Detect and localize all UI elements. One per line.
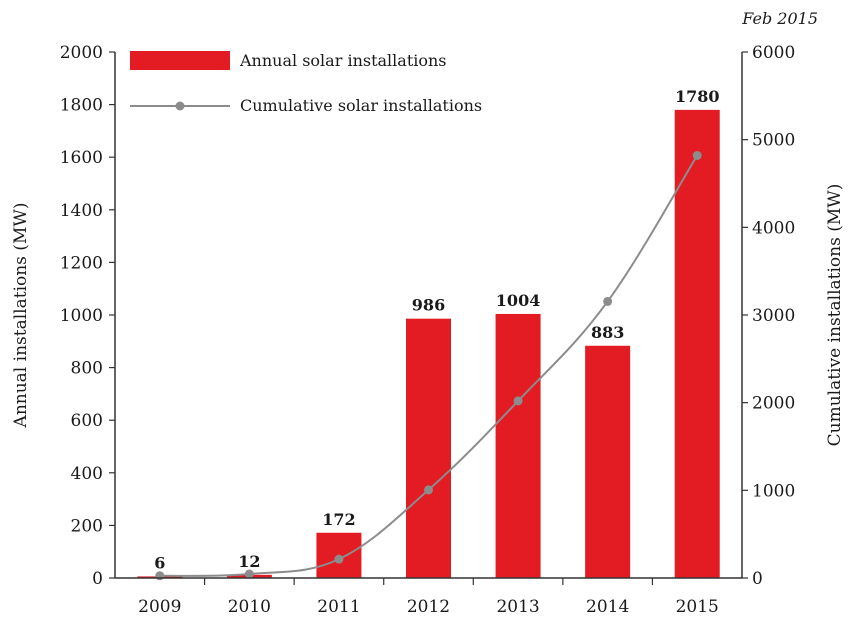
bar-value-label: 1780 xyxy=(675,87,720,106)
bar-value-label: 1004 xyxy=(496,291,541,310)
line-point xyxy=(155,571,165,581)
bar xyxy=(495,313,541,578)
right-tick-label: 2000 xyxy=(752,394,795,414)
x-tick-label: 2015 xyxy=(676,597,719,617)
line-series xyxy=(155,150,702,581)
date-note: Feb 2015 xyxy=(741,9,818,28)
bar xyxy=(406,318,451,578)
left-tick-label: 1800 xyxy=(60,96,103,116)
right-tick-label: 1000 xyxy=(752,481,795,501)
x-tick-label: 2012 xyxy=(407,597,450,617)
line-point xyxy=(334,554,344,564)
x-tick-label: 2013 xyxy=(496,597,539,617)
line-point xyxy=(244,569,254,579)
x-tick-label: 2014 xyxy=(586,597,629,617)
legend-line-marker xyxy=(175,101,185,111)
bar-value-label: 986 xyxy=(412,296,445,315)
right-tick-label: 6000 xyxy=(752,43,795,63)
left-tick-label: 400 xyxy=(71,464,103,484)
left-tick-label: 1400 xyxy=(60,201,103,221)
legend: Annual solar installations Cumulative so… xyxy=(130,51,482,115)
axes: 0 200 400 600 800 1000 1200 1400 1600 1800 2000 0 10… xyxy=(60,43,796,617)
right-tick-label: 0 xyxy=(752,569,763,589)
left-tick-label: 0 xyxy=(92,569,103,589)
x-tick-label: 2010 xyxy=(228,597,271,617)
legend-line-label: Cumulative solar installations xyxy=(240,96,482,115)
bar-value-label: 6 xyxy=(154,553,165,572)
legend-bar-swatch xyxy=(130,51,230,70)
bar xyxy=(674,109,720,579)
line-point xyxy=(692,150,702,160)
right-tick-label: 5000 xyxy=(752,131,795,151)
bar-value-label: 12 xyxy=(238,552,260,571)
right-axis-title: Cumulative installations (MW) xyxy=(825,184,845,447)
line-point xyxy=(513,396,523,406)
cumulative-line xyxy=(159,154,699,577)
left-tick-label: 200 xyxy=(71,516,103,536)
x-tick-label: 2011 xyxy=(317,597,360,617)
left-tick-label: 600 xyxy=(71,411,103,431)
left-axis-title: Annual installations (MW) xyxy=(11,203,31,429)
line-point xyxy=(603,296,613,306)
right-tick-label: 3000 xyxy=(752,306,795,326)
left-tick-label: 800 xyxy=(71,359,103,379)
left-tick-label: 2000 xyxy=(60,43,103,63)
left-tick-label: 1000 xyxy=(60,306,103,326)
left-tick-label: 1200 xyxy=(60,253,103,273)
bar xyxy=(585,345,631,578)
bar-series xyxy=(137,109,720,579)
x-tick-label: 2009 xyxy=(138,597,181,617)
data-labels: 6 12 172 986 1004 883 1780 xyxy=(154,87,719,573)
right-tick-label: 4000 xyxy=(752,218,795,238)
left-tick-label: 1600 xyxy=(60,148,103,168)
line-point xyxy=(424,485,433,495)
bar-value-label: 883 xyxy=(591,323,624,342)
legend-bar-label: Annual solar installations xyxy=(239,51,447,70)
bar-value-label: 172 xyxy=(322,510,355,529)
